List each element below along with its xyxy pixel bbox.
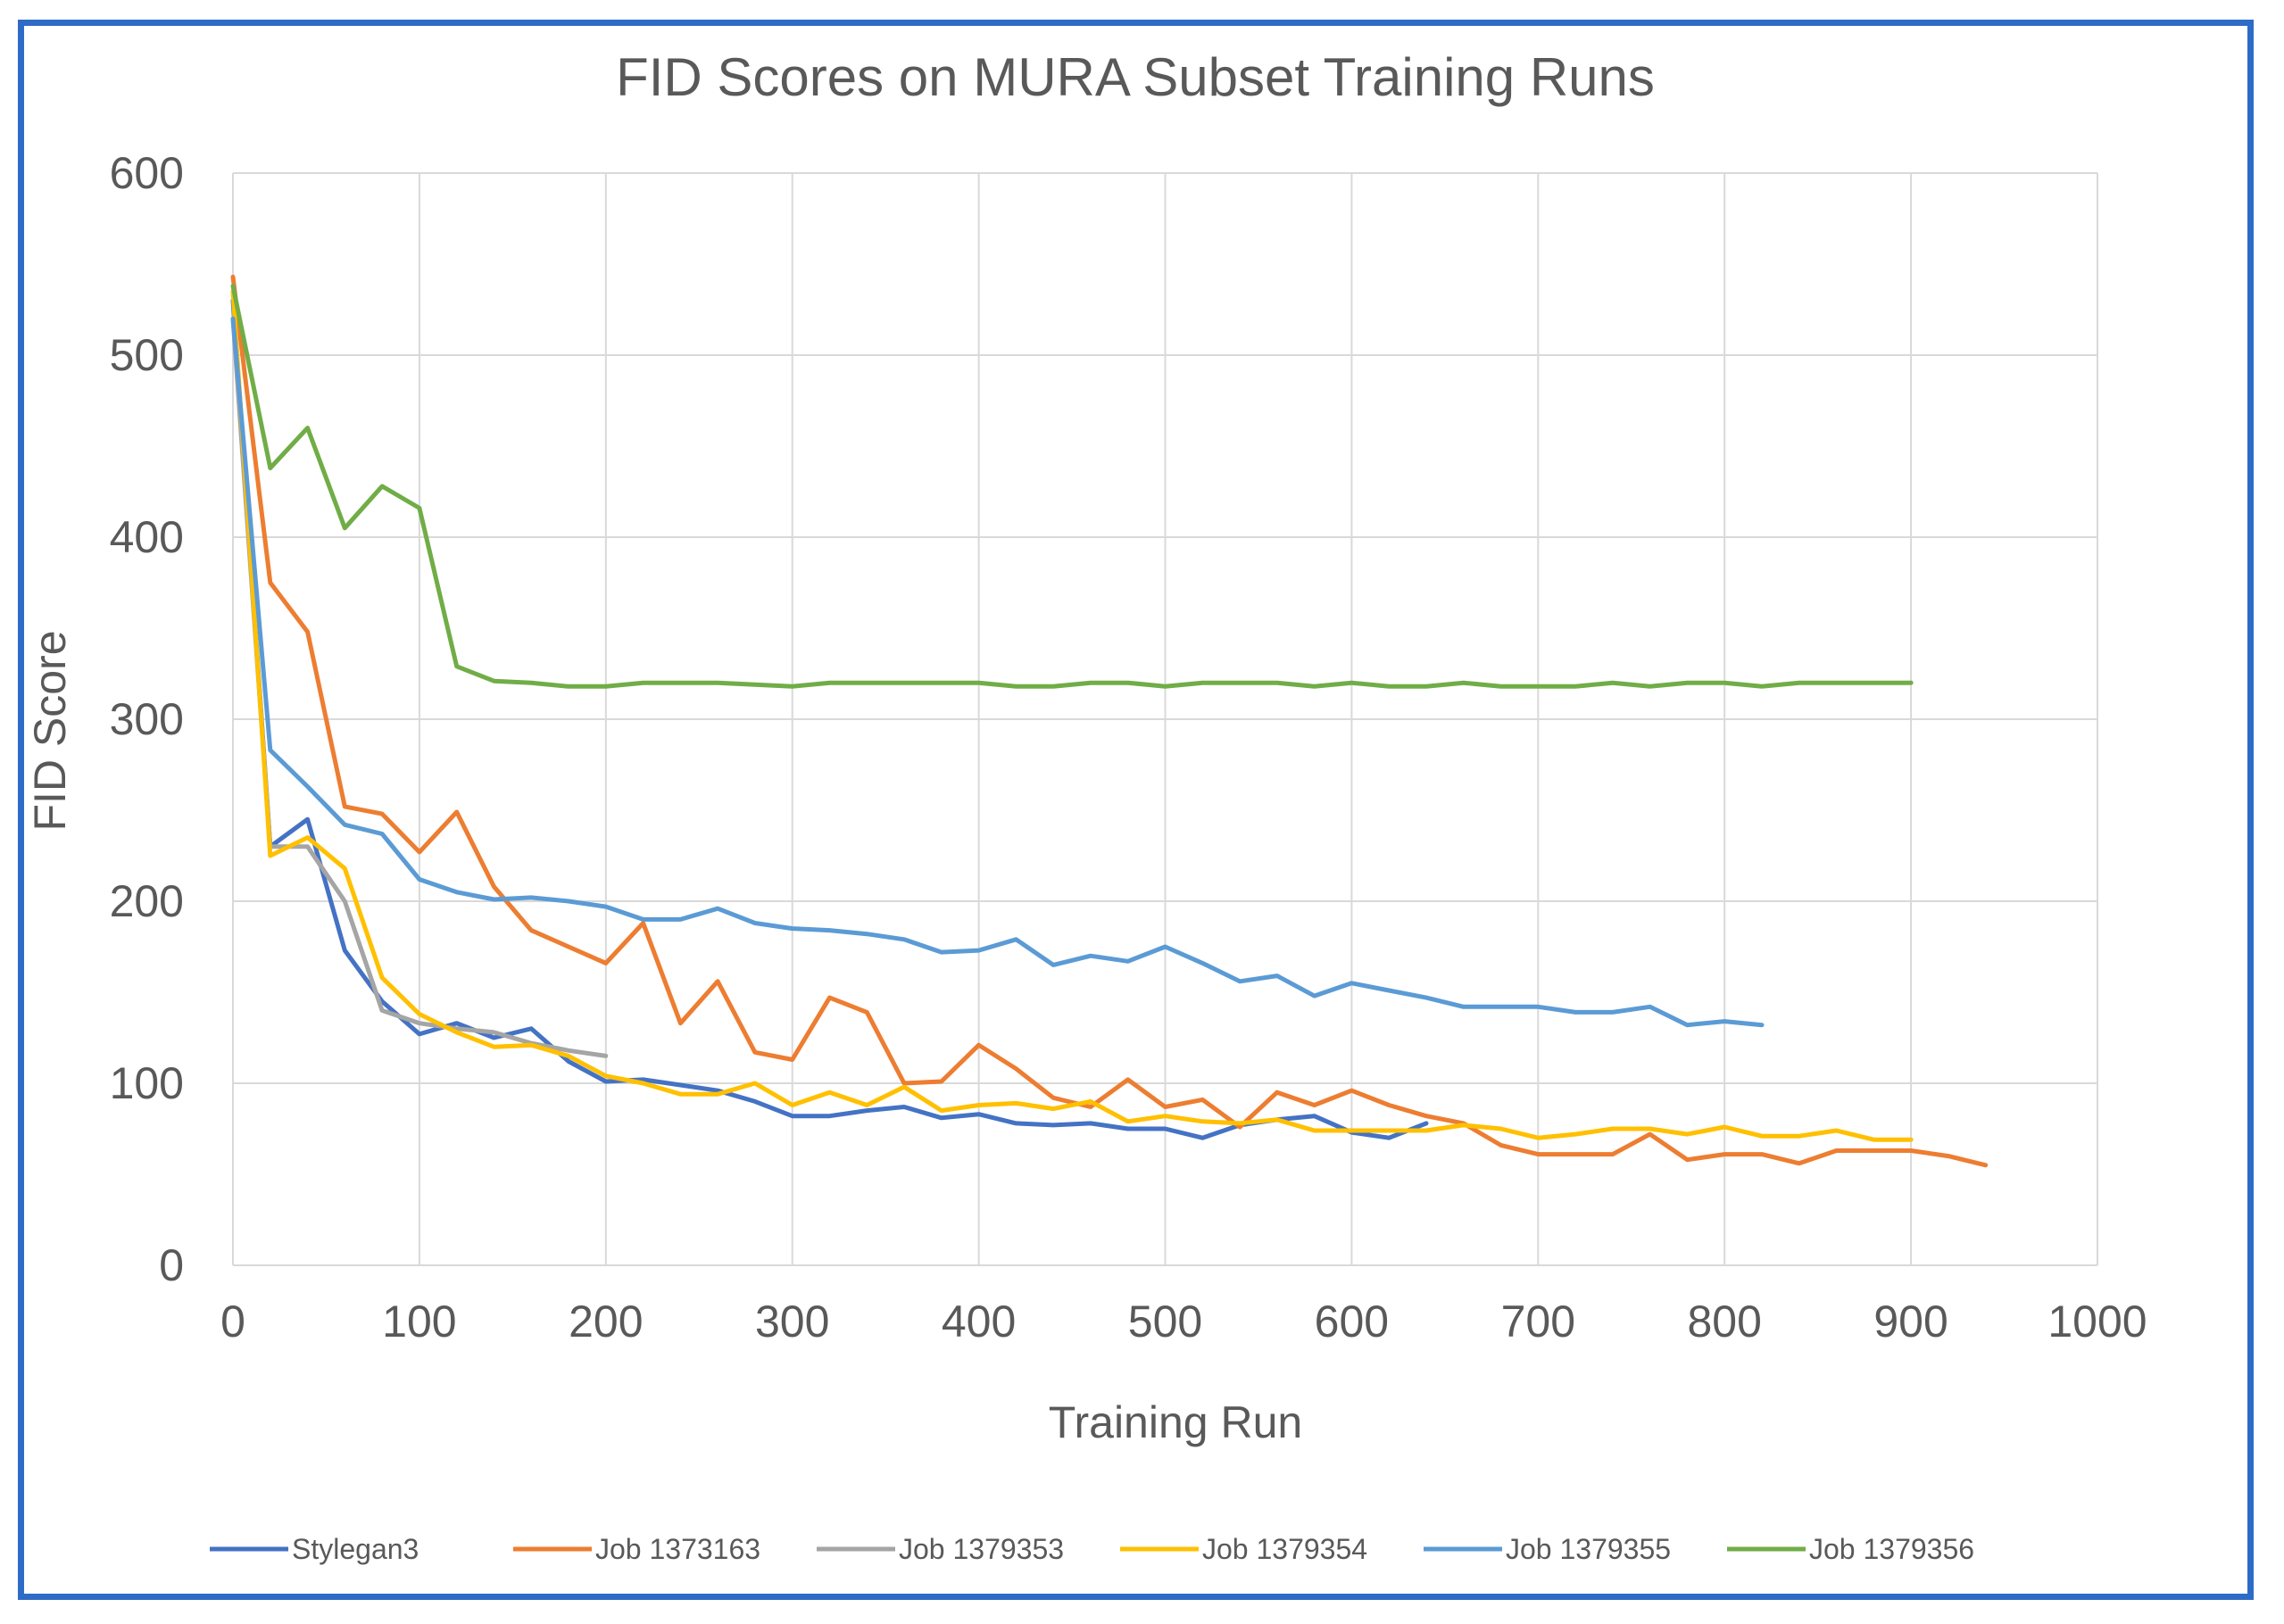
x-tick-label: 300	[755, 1297, 829, 1346]
x-tick-label: 200	[569, 1297, 643, 1346]
gridlines	[232, 172, 2098, 1266]
legend-label: Job 1379355	[1506, 1533, 1671, 1565]
x-tick-label: 700	[1501, 1297, 1575, 1346]
chart-svg: FID Scores on MURA Subset Training Runs …	[25, 47, 2147, 1565]
x-tick-label: 400	[942, 1297, 1016, 1346]
y-tick-label: 500	[110, 330, 184, 380]
x-tick-label: 100	[382, 1297, 456, 1346]
y-tick-label: 300	[110, 694, 184, 744]
chart-frame: FID Scores on MURA Subset Training Runs …	[18, 20, 2254, 1600]
x-tick-label: 900	[1873, 1297, 1948, 1346]
y-tick-label: 200	[110, 876, 184, 926]
x-tick-label: 500	[1128, 1297, 1202, 1346]
legend: Stylegan3 Job 1373163 Job 1379353 Job 13793…	[210, 1533, 1974, 1565]
x-axis-title: Training Run	[1049, 1397, 1302, 1447]
series-line-job-1379355	[230, 316, 1765, 1028]
legend-label: Job 1379356	[1809, 1533, 1974, 1565]
series-line-stylegan3	[230, 298, 1429, 1140]
legend-label: Job 1379353	[899, 1533, 1064, 1565]
series-line-job-1379354	[230, 289, 1914, 1142]
series-line-job-1379356	[230, 284, 1914, 689]
x-tick-label: 800	[1687, 1297, 1761, 1346]
x-tick-label: 1000	[2047, 1297, 2147, 1346]
series-lines	[230, 274, 1989, 1168]
x-tick-labels: 0 100 200 300 400 500 600 700 800 900 1000	[220, 1297, 2147, 1346]
chart-title: FID Scores on MURA Subset Training Runs	[616, 47, 1655, 107]
x-tick-label: 600	[1315, 1297, 1389, 1346]
series-line-job-1373163	[230, 274, 1989, 1168]
y-tick-labels: 0 100 200 300 400 500 600	[110, 148, 184, 1290]
series-line-job-1379353	[230, 316, 609, 1058]
y-tick-label: 400	[110, 512, 184, 562]
legend-label: Job 1379354	[1202, 1533, 1367, 1565]
legend-label: Stylegan3	[292, 1533, 419, 1565]
y-tick-label: 0	[159, 1240, 184, 1290]
legend-label: Job 1373163	[595, 1533, 760, 1565]
x-tick-label: 0	[220, 1297, 245, 1346]
y-axis-title: FID Score	[25, 630, 75, 831]
y-tick-label: 100	[110, 1058, 184, 1108]
y-tick-label: 600	[110, 148, 184, 198]
